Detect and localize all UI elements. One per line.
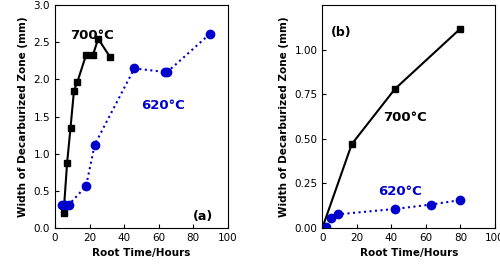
Y-axis label: Width of Decarburized Zone (mm): Width of Decarburized Zone (mm): [18, 16, 28, 217]
X-axis label: Root Time/Hours: Root Time/Hours: [92, 248, 190, 258]
Text: 700°C: 700°C: [383, 111, 426, 124]
Text: 700°C: 700°C: [70, 29, 115, 42]
X-axis label: Root Time/Hours: Root Time/Hours: [360, 248, 458, 258]
Text: (a): (a): [193, 210, 214, 223]
Y-axis label: Width of Decarburized Zone (mm): Width of Decarburized Zone (mm): [279, 16, 289, 217]
Text: 620°C: 620°C: [378, 185, 422, 198]
Text: (b): (b): [331, 26, 351, 39]
Text: 620°C: 620°C: [142, 99, 185, 112]
